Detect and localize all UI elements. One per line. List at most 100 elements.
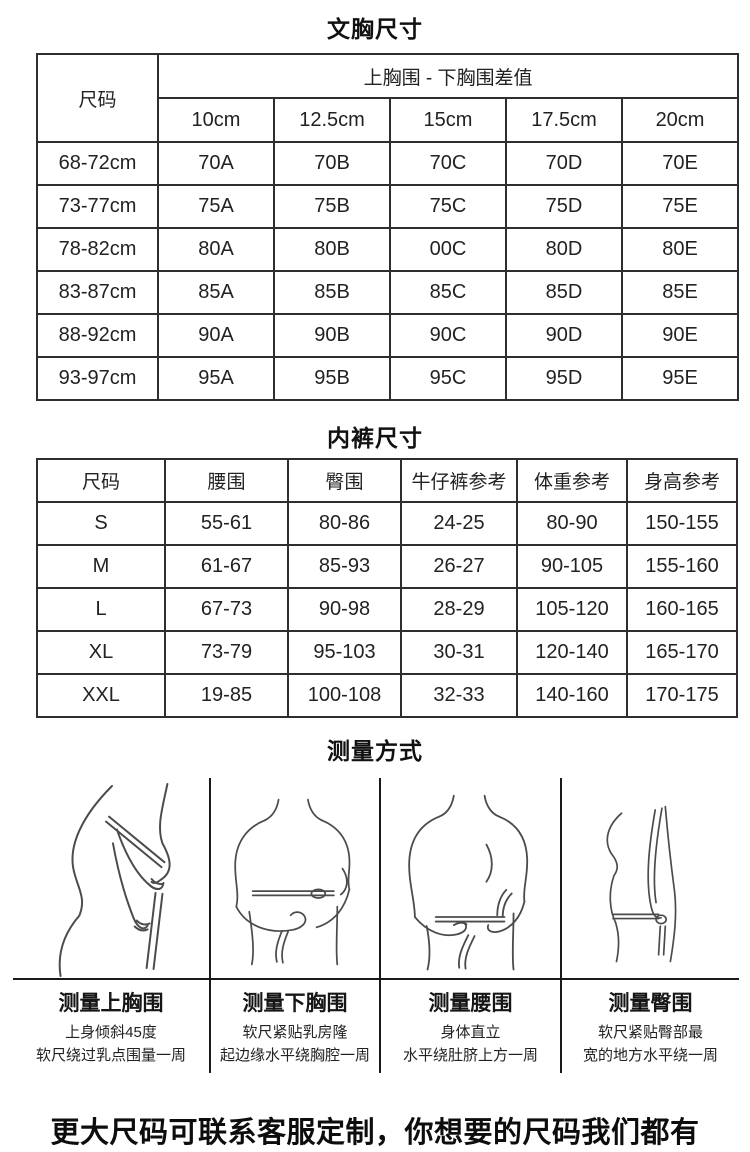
table-cell: 85C bbox=[389, 270, 507, 315]
table-row: 10cm 12.5cm 15cm 17.5cm 20cm bbox=[37, 97, 740, 143]
table-cell: 70D bbox=[505, 141, 623, 186]
table-cell: 150-155 bbox=[626, 501, 738, 546]
caption-line: 软尺绕过乳点围量一周 bbox=[35, 1046, 186, 1064]
table-header-cell: 牛仔裤参考 bbox=[400, 458, 518, 503]
caption-line: 水平绕肚脐上方一周 bbox=[402, 1046, 538, 1064]
table-cell: 70E bbox=[620, 141, 740, 186]
table-cell: XL bbox=[36, 630, 166, 675]
table-cell: 67-73 bbox=[164, 587, 289, 632]
table-row: 尺码 上胸围 - 下胸围差值 bbox=[36, 53, 740, 143]
bend-forward-bust-tape-icon bbox=[13, 778, 209, 978]
table-cell: 95-103 bbox=[287, 630, 402, 675]
caption-line: 软尺紧贴臀部最 bbox=[597, 1024, 703, 1041]
table-cell: 75C bbox=[389, 184, 507, 229]
table-cell: 80A bbox=[157, 227, 275, 272]
table-cell: 32-33 bbox=[400, 673, 518, 718]
table-cell: 83-87cm bbox=[36, 270, 159, 315]
table-cell: 75B bbox=[273, 184, 391, 229]
table-cell: XXL bbox=[36, 673, 166, 718]
table-row: M 61-67 85-93 26-27 90-105 155-160 bbox=[36, 544, 738, 589]
table-row: 83-87cm 85A 85B 85C 85D 85E bbox=[36, 270, 740, 315]
table-cell: L bbox=[36, 587, 166, 632]
table-cell: 73-77cm bbox=[36, 184, 159, 229]
table-cell: 73-79 bbox=[164, 630, 289, 675]
table-cell: 95A bbox=[157, 356, 275, 401]
table-cell: 85-93 bbox=[287, 544, 402, 589]
table-row: 78-82cm 80A 80B 00C 80D 80E bbox=[36, 227, 740, 272]
caption-line: 起边缘水平绕胸腔一周 bbox=[219, 1046, 370, 1064]
table-row: 尺码 腰围 臀围 牛仔裤参考 体重参考 身高参考 bbox=[36, 458, 738, 503]
table-cell: 100-108 bbox=[287, 673, 402, 718]
table-cell: 105-120 bbox=[516, 587, 628, 632]
table-cell: 80E bbox=[620, 227, 740, 272]
table-header-cell: 12.5cm bbox=[273, 97, 391, 143]
table-cell: 95E bbox=[620, 356, 740, 401]
table-cell: M bbox=[36, 544, 166, 589]
footer-note: 更大尺码可联系客服定制，你想要的尺码我们都有 bbox=[50, 1117, 700, 1149]
table-header-cell: 20cm bbox=[620, 97, 740, 143]
table-cell: 68-72cm bbox=[36, 141, 159, 186]
caption-title: 测量腰围 bbox=[428, 992, 513, 1015]
table-row: 93-97cm 95A 95B 95C 95D 95E bbox=[36, 356, 740, 401]
table-cell: 70A bbox=[157, 141, 275, 186]
table-cell: 80-86 bbox=[287, 501, 402, 546]
table-header-cell: 身高参考 bbox=[626, 458, 738, 503]
caption-line: 上身倾斜45度 bbox=[65, 1024, 157, 1041]
table-cell: 26-27 bbox=[400, 544, 518, 589]
front-underbust-tape-icon bbox=[211, 778, 379, 978]
table-cell: 120-140 bbox=[516, 630, 628, 675]
table-row: L 67-73 90-98 28-29 105-120 160-165 bbox=[36, 587, 738, 632]
table-header-cell: 尺码 bbox=[36, 458, 166, 503]
table-cell: 90E bbox=[620, 313, 740, 358]
caption-title: 测量臀围 bbox=[608, 992, 693, 1015]
table-cell: 19-85 bbox=[164, 673, 289, 718]
table-cell: 28-29 bbox=[400, 587, 518, 632]
table-cell: 75D bbox=[505, 184, 623, 229]
table-header-cell: 腰围 bbox=[164, 458, 289, 503]
table-cell: 90C bbox=[389, 313, 507, 358]
table-cell: 85A bbox=[157, 270, 275, 315]
front-waist-tape-icon bbox=[381, 778, 560, 978]
table-header-cell: 体重参考 bbox=[516, 458, 628, 503]
table-cell: 170-175 bbox=[626, 673, 738, 718]
table-cell: 75A bbox=[157, 184, 275, 229]
table-cell: 90-98 bbox=[287, 587, 402, 632]
table-cell: 88-92cm bbox=[36, 313, 159, 358]
table-row: 88-92cm 90A 90B 90C 90D 90E bbox=[36, 313, 740, 358]
table-cell: 70B bbox=[273, 141, 391, 186]
table-header-cell: 臀围 bbox=[287, 458, 402, 503]
measure-panel-under-bust: 测量下胸围 软尺紧贴乳房隆 起边缘水平绕胸腔一周 bbox=[211, 778, 381, 1073]
table-row: XL 73-79 95-103 30-31 120-140 165-170 bbox=[36, 630, 738, 675]
panty-size-table: 尺码 腰围 臀围 牛仔裤参考 体重参考 身高参考 S 55-61 80-86 2… bbox=[36, 458, 738, 718]
table-cell: 90D bbox=[505, 313, 623, 358]
caption-line: 软尺紧贴乳房隆 bbox=[242, 1024, 348, 1041]
table-span-header: 上胸围 - 下胸围差值 bbox=[156, 53, 740, 99]
table-header-cell: 15cm bbox=[389, 97, 507, 143]
table-cell: 55-61 bbox=[164, 501, 289, 546]
table-cell: 80-90 bbox=[516, 501, 628, 546]
table-cell: 90B bbox=[273, 313, 391, 358]
table-row: S 55-61 80-86 24-25 80-90 150-155 bbox=[36, 501, 738, 546]
table-cell: 78-82cm bbox=[36, 227, 159, 272]
measure-method-title: 测量方式 bbox=[327, 738, 423, 764]
table-cell: 61-67 bbox=[164, 544, 289, 589]
caption-hip: 测量臀围 软尺紧贴臀部最 宽的地方水平绕一周 bbox=[562, 978, 739, 1073]
caption-waist: 测量腰围 身体直立 水平绕肚脐上方一周 bbox=[381, 978, 560, 1073]
caption-line: 身体直立 bbox=[440, 1024, 501, 1041]
caption-title: 测量上胸围 bbox=[58, 992, 164, 1015]
table-cell: 85B bbox=[273, 270, 391, 315]
table-cell: 95C bbox=[389, 356, 507, 401]
table-cell: 85D bbox=[505, 270, 623, 315]
table-cell: 95B bbox=[273, 356, 391, 401]
table-header-cell: 17.5cm bbox=[505, 97, 623, 143]
side-hip-tape-icon bbox=[562, 778, 739, 978]
table-cell: 00C bbox=[389, 227, 507, 272]
caption-upper-bust: 测量上胸围 上身倾斜45度 软尺绕过乳点围量一周 bbox=[13, 978, 209, 1073]
table-row: 68-72cm 70A 70B 70C 70D 70E bbox=[36, 141, 740, 186]
caption-line: 宽的地方水平绕一周 bbox=[582, 1046, 718, 1064]
table-header-cell: 10cm bbox=[157, 97, 275, 143]
measure-panel-waist: 测量腰围 身体直立 水平绕肚脐上方一周 bbox=[381, 778, 562, 1073]
table-cell: 90A bbox=[157, 313, 275, 358]
table-cell: 95D bbox=[505, 356, 623, 401]
table-cell: 24-25 bbox=[400, 501, 518, 546]
